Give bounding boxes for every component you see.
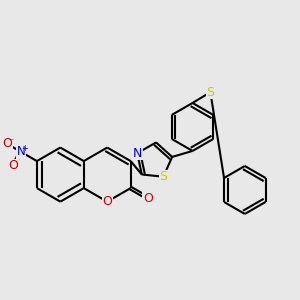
- Text: O: O: [143, 192, 153, 205]
- Text: O: O: [8, 159, 18, 172]
- Text: N: N: [16, 145, 25, 158]
- Text: O: O: [102, 195, 112, 208]
- Text: S: S: [159, 170, 167, 183]
- Text: S: S: [206, 86, 214, 99]
- Text: N: N: [133, 147, 142, 160]
- Text: O: O: [2, 137, 12, 150]
- Text: ⁻: ⁻: [8, 137, 14, 147]
- Text: +: +: [21, 144, 28, 153]
